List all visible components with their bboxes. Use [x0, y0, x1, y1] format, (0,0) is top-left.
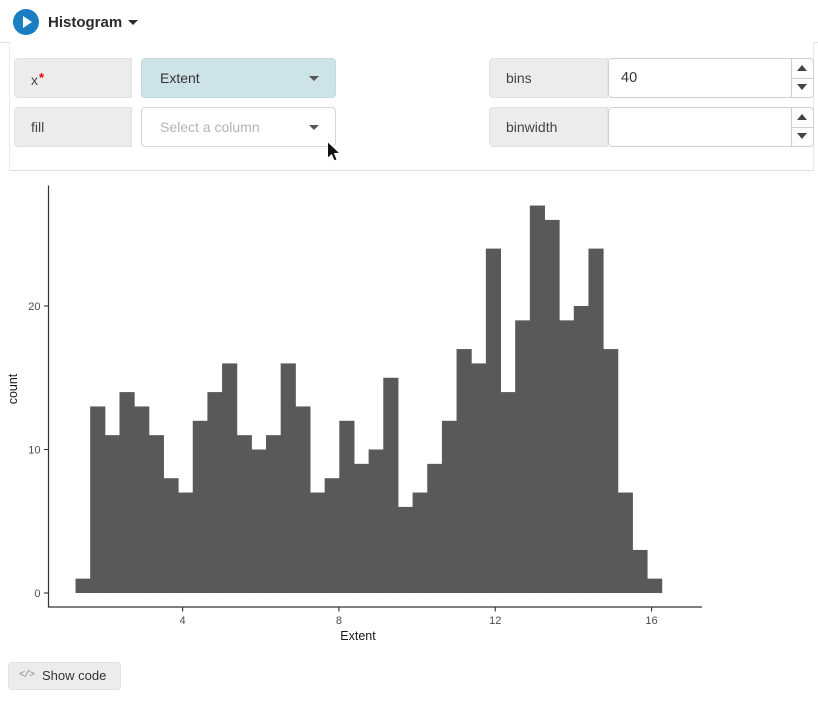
run-plot-button[interactable] [13, 9, 39, 35]
histogram-bar [353, 463, 370, 593]
chevron-down-icon [128, 20, 139, 25]
histogram-bar [471, 363, 487, 593]
show-code-label: Show code [42, 668, 107, 683]
chevron-down-icon [309, 125, 319, 130]
histogram-bar [617, 492, 633, 593]
required-asterisk: * [39, 70, 45, 85]
histogram-bar [148, 435, 164, 593]
histogram-bar [485, 248, 502, 593]
geom-selector[interactable]: Histogram [48, 14, 139, 31]
histogram-bar [588, 248, 604, 593]
histogram-bar [266, 435, 282, 593]
y-axis-title: count [6, 373, 20, 404]
bins-input[interactable] [609, 59, 797, 97]
x-tick-label: 8 [336, 615, 342, 627]
histogram-bars [75, 205, 663, 594]
binwidth-input[interactable] [609, 108, 797, 146]
histogram-bar [368, 449, 384, 593]
x-column-select[interactable]: Extent [141, 58, 336, 98]
histogram-bar [251, 449, 267, 593]
histogram-bar [207, 392, 223, 593]
geom-selector-label: Histogram [48, 14, 123, 31]
histogram-plot: 0 10 20 4 8 12 16 Extent count [6, 185, 702, 643]
binwidth-field-label: binwidth [489, 107, 608, 147]
spinner-down-button[interactable] [792, 127, 813, 146]
histogram-bar [515, 320, 531, 593]
y-tick-label: 20 [28, 301, 40, 313]
histogram-bar [134, 406, 150, 593]
histogram-bar [236, 435, 252, 593]
play-icon [23, 16, 32, 28]
x-axis-title: Extent [340, 629, 376, 643]
histogram-bar [90, 406, 106, 593]
y-tick-label: 0 [34, 588, 40, 600]
bins-field-label: bins [489, 58, 608, 98]
histogram-bar [559, 320, 575, 593]
controls-panel: x* Extent fill Select a column bins binw… [9, 42, 814, 171]
x-tick-label: 4 [180, 615, 186, 627]
code-icon: </> [19, 670, 35, 681]
show-code-button[interactable]: </> Show code [8, 662, 122, 690]
histogram-bar [412, 492, 428, 593]
histogram-bar [441, 420, 458, 593]
histogram-bar [500, 392, 516, 593]
binwidth-input-group [608, 107, 814, 147]
histogram-bar [603, 349, 619, 593]
x-tick-label: 16 [645, 615, 657, 627]
histogram-bar [383, 377, 399, 593]
histogram-bar [192, 420, 208, 593]
histogram-bar [310, 492, 326, 593]
histogram-bar [339, 420, 355, 593]
histogram-bar [163, 478, 179, 593]
histogram-bar [75, 578, 91, 593]
histogram-bar [119, 392, 135, 593]
binwidth-spinner [791, 108, 813, 146]
histogram-bar [573, 306, 589, 593]
fill-column-select[interactable]: Select a column [141, 107, 336, 147]
x-field-label: x* [14, 58, 132, 98]
histogram-bar [397, 506, 414, 593]
spinner-up-button[interactable] [792, 108, 813, 128]
chevron-down-icon [309, 76, 319, 81]
histogram-bar [632, 549, 648, 593]
histogram-bar [427, 463, 443, 593]
histogram-bar [178, 492, 194, 593]
fill-column-placeholder: Select a column [160, 119, 260, 135]
histogram-bar [280, 363, 296, 593]
histogram-bar [222, 363, 238, 593]
histogram-bar [647, 578, 663, 593]
histogram-bar [456, 349, 472, 593]
bins-input-group [608, 58, 814, 98]
axes: 0 10 20 4 8 12 16 Extent count [6, 185, 702, 643]
histogram-bar [324, 478, 340, 593]
bins-spinner [791, 59, 813, 97]
histogram-bar [104, 435, 120, 593]
histogram-bar [544, 219, 560, 593]
spinner-up-button[interactable] [792, 59, 813, 79]
x-tick-label: 12 [489, 615, 501, 627]
header-bar: Histogram [0, 0, 818, 42]
fill-field-label: fill [14, 107, 132, 147]
histogram-bar [295, 406, 311, 593]
histogram-bar [529, 205, 545, 594]
y-tick-label: 10 [28, 444, 40, 456]
x-column-value: Extent [160, 70, 200, 86]
spinner-down-button[interactable] [792, 78, 813, 97]
